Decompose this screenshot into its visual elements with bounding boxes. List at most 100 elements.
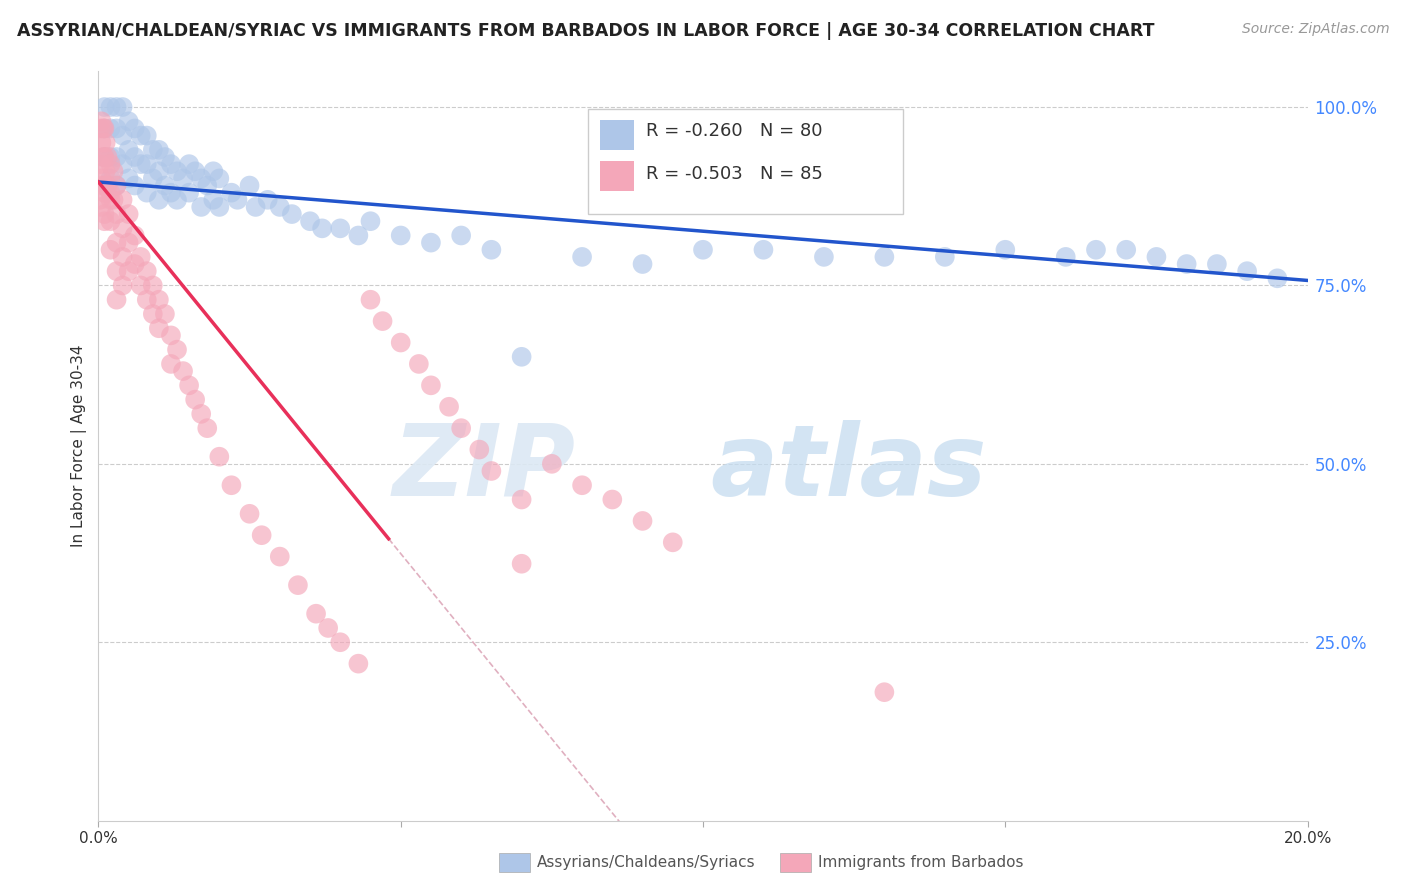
Point [135, 186, 157, 200]
Point [148, 193, 170, 207]
Point [89, 121, 111, 136]
Point [450, 421, 472, 435]
Point [111, 221, 134, 235]
Point [100, 186, 122, 200]
Point [329, 635, 352, 649]
Point [93, 150, 115, 164]
Point [100, 214, 122, 228]
Point [111, 193, 134, 207]
Point [250, 528, 273, 542]
Point [1267, 271, 1289, 285]
Point [166, 164, 188, 178]
Text: atlas: atlas [710, 420, 987, 517]
Point [89, 157, 111, 171]
Point [111, 100, 134, 114]
Point [90, 114, 112, 128]
Point [105, 100, 128, 114]
Text: R = -0.260   N = 80: R = -0.260 N = 80 [647, 122, 823, 140]
Point [166, 343, 188, 357]
Point [602, 492, 624, 507]
Point [93, 121, 115, 136]
Point [148, 321, 170, 335]
Point [316, 621, 339, 635]
Point [100, 157, 122, 171]
Point [111, 278, 134, 293]
Point [105, 207, 128, 221]
Point [89, 193, 111, 207]
Point [160, 157, 183, 171]
Y-axis label: In Labor Force | Age 30-34: In Labor Force | Age 30-34 [72, 344, 87, 548]
Point [93, 100, 115, 114]
Point [1054, 250, 1077, 264]
Point [124, 121, 146, 136]
Point [129, 157, 152, 171]
Point [105, 178, 128, 193]
Point [571, 478, 593, 492]
Point [437, 400, 460, 414]
Point [91, 121, 114, 136]
Point [135, 128, 157, 143]
Point [190, 200, 212, 214]
Point [245, 200, 267, 214]
Point [100, 171, 122, 186]
Text: ZIP: ZIP [394, 420, 576, 517]
Text: Immigrants from Barbados: Immigrants from Barbados [818, 855, 1024, 870]
Point [360, 293, 382, 307]
Point [468, 442, 491, 457]
Point [481, 243, 503, 257]
Point [631, 514, 654, 528]
Point [105, 150, 128, 164]
Point [93, 207, 115, 221]
Point [124, 228, 146, 243]
Point [179, 378, 201, 392]
Point [148, 143, 170, 157]
Point [752, 243, 775, 257]
Point [195, 178, 218, 193]
Point [93, 121, 115, 136]
Point [172, 171, 194, 186]
Point [142, 307, 165, 321]
Point [873, 685, 896, 699]
Point [179, 157, 201, 171]
Point [91, 150, 114, 164]
Point [202, 164, 225, 178]
Point [160, 357, 183, 371]
Point [1206, 257, 1229, 271]
Point [1144, 250, 1167, 264]
Point [450, 228, 472, 243]
Point [510, 557, 533, 571]
Point [160, 328, 183, 343]
Point [93, 214, 115, 228]
Text: Source: ZipAtlas.com: Source: ZipAtlas.com [1241, 22, 1389, 37]
Point [118, 114, 141, 128]
Point [94, 164, 117, 178]
Point [202, 193, 225, 207]
Point [90, 171, 112, 186]
Point [153, 307, 176, 321]
Point [96, 150, 118, 164]
Point [118, 235, 141, 250]
Point [100, 100, 122, 114]
Point [153, 178, 176, 193]
Point [299, 214, 322, 228]
Point [347, 228, 370, 243]
Point [124, 257, 146, 271]
Point [124, 178, 146, 193]
Point [305, 607, 328, 621]
Point [281, 207, 304, 221]
Point [360, 214, 382, 228]
Point [111, 250, 134, 264]
Point [287, 578, 309, 592]
Point [329, 221, 352, 235]
Point [105, 178, 128, 193]
Point [135, 293, 157, 307]
Point [148, 164, 170, 178]
Point [142, 278, 165, 293]
Point [481, 464, 503, 478]
Point [100, 193, 122, 207]
Point [239, 507, 262, 521]
Point [91, 178, 114, 193]
Point [540, 457, 562, 471]
Point [873, 250, 896, 264]
Bar [600, 120, 634, 150]
